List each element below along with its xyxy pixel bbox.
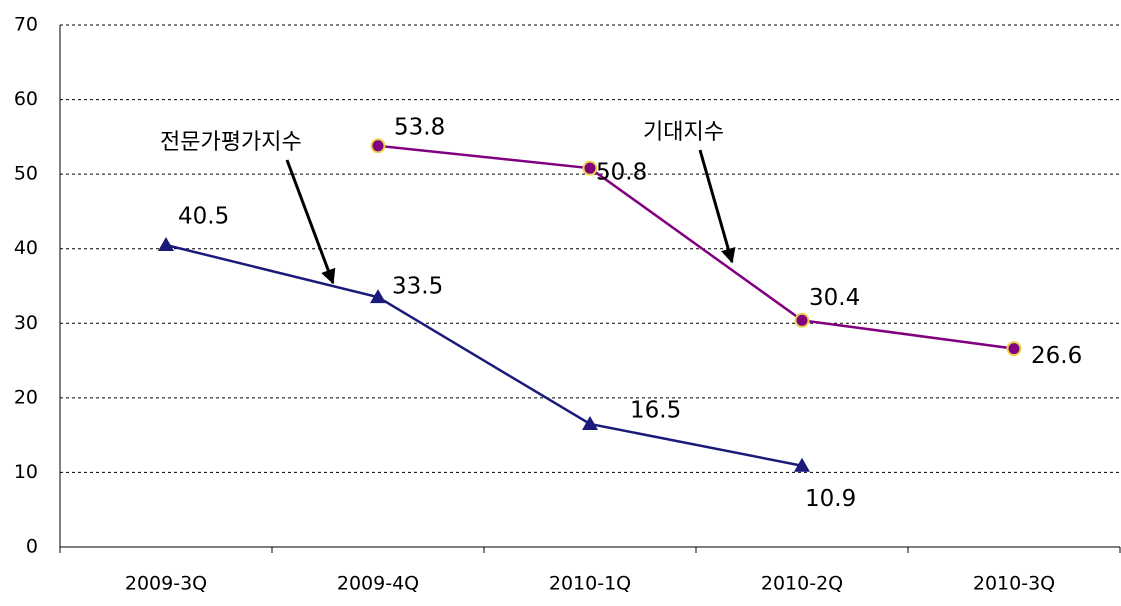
series-line: [377, 144, 1015, 350]
marker: [1006, 341, 1022, 357]
marker: [158, 236, 174, 251]
series-line: [165, 243, 803, 467]
x-tick-label: 2010-2Q: [761, 573, 843, 595]
marker: [794, 312, 810, 328]
y-tick-label: 50: [14, 163, 38, 185]
y-tick-label: 30: [14, 312, 38, 334]
data-label: 30.4: [809, 285, 860, 311]
x-tick-label: 2009-4Q: [337, 573, 419, 595]
y-tick-label: 40: [14, 237, 38, 259]
series-label: 기대지수: [643, 120, 724, 145]
y-tick-label: 20: [14, 386, 38, 408]
annotation-arrow: [698, 149, 736, 264]
y-tick-label: 60: [14, 88, 38, 110]
data-label: 40.5: [178, 203, 229, 229]
y-tick-label: 70: [14, 14, 38, 36]
marker: [370, 289, 386, 304]
marker: [370, 138, 386, 154]
annotation-arrow: [285, 159, 336, 285]
data-label: 10.9: [805, 486, 856, 512]
y-tick-label: 10: [14, 461, 38, 483]
data-label: 33.5: [392, 274, 443, 300]
data-label: 16.5: [630, 397, 681, 423]
x-tick-label: 2010-1Q: [549, 573, 631, 595]
data-label: 50.8: [596, 160, 647, 186]
data-label: 26.6: [1031, 343, 1082, 369]
marker: [582, 160, 598, 176]
y-tick-label: 0: [26, 536, 38, 558]
marker: [794, 457, 810, 472]
data-label: 53.8: [394, 114, 445, 140]
series-label: 전문가평가지수: [160, 130, 302, 155]
x-tick-label: 2010-3Q: [973, 573, 1055, 595]
marker: [582, 415, 598, 430]
x-tick-label: 2009-3Q: [125, 573, 207, 595]
